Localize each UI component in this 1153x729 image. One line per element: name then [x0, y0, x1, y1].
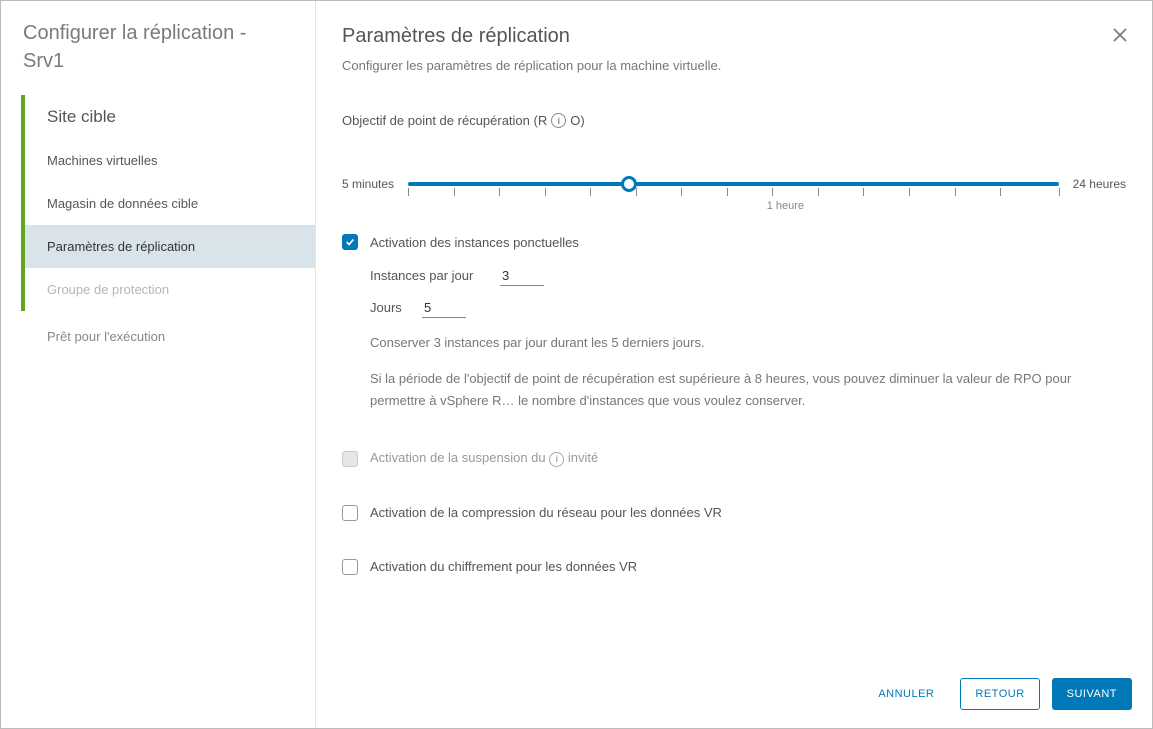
step-site-cible[interactable]: Site cible: [25, 95, 315, 139]
step-pret-execution: Prêt pour l'exécution: [21, 311, 315, 358]
compression-checkbox[interactable]: [342, 505, 358, 521]
os-info-icon: i: [549, 452, 564, 467]
quiesce-label: Activation de la suspension du i invité: [370, 450, 598, 467]
wizard-title: Configurer la réplication - Srv1: [1, 19, 315, 95]
instances-input[interactable]: [500, 266, 544, 286]
compression-row: Activation de la compression du réseau p…: [342, 505, 1126, 521]
slider-max-label: 24 heures: [1073, 177, 1126, 191]
cancel-button[interactable]: ANNULER: [864, 679, 948, 709]
back-button[interactable]: RETOUR: [960, 678, 1039, 710]
rpo-label-text: Objectif de point de récupération (R: [342, 113, 547, 128]
pit-warning: Si la période de l'objectif de point de …: [370, 368, 1126, 412]
days-label: Jours: [370, 300, 402, 315]
wizard-steps: Site cible Machines virtuelles Magasin d…: [21, 95, 315, 311]
days-input[interactable]: [422, 298, 466, 318]
encryption-checkbox[interactable]: [342, 559, 358, 575]
encryption-label: Activation du chiffrement pour les donné…: [370, 559, 637, 574]
next-button[interactable]: SUIVANT: [1052, 678, 1132, 710]
step-magasin-donnees[interactable]: Magasin de données cible: [25, 182, 315, 225]
pit-enable-checkbox[interactable]: [342, 234, 358, 250]
replication-config-dialog: Configurer la réplication - Srv1 Site ci…: [0, 0, 1153, 729]
rpo-slider-row: 5 minutes 1 heure 24 heures: [316, 174, 1152, 194]
info-icon[interactable]: i: [551, 113, 566, 128]
wizard-sidebar: Configurer la réplication - Srv1 Site ci…: [1, 1, 316, 728]
compression-label: Activation de la compression du réseau p…: [370, 505, 722, 520]
slider-value-label: 1 heure: [767, 200, 804, 212]
slider-min-label: 5 minutes: [342, 177, 394, 191]
step-parametres-replication[interactable]: Paramètres de réplication: [25, 225, 315, 268]
instances-per-day-row: Instances par jour: [370, 266, 1126, 286]
days-row: Jours: [370, 298, 1126, 318]
quiesce-label-suffix: invité: [564, 450, 598, 465]
wizard-main: Paramètres de réplication Configurer les…: [316, 1, 1152, 728]
rpo-slider[interactable]: 1 heure: [408, 174, 1059, 194]
page-title: Paramètres de réplication: [342, 25, 1126, 48]
step-machines-virtuelles[interactable]: Machines virtuelles: [25, 139, 315, 182]
pit-enable-row: Activation des instances ponctuelles: [342, 234, 1126, 250]
encryption-row: Activation du chiffrement pour les donné…: [342, 559, 1126, 575]
quiesce-checkbox: [342, 451, 358, 467]
pit-summary: Conserver 3 instances par jour durant le…: [370, 332, 1126, 354]
rpo-label: Objectif de point de récupération (R i O): [316, 113, 1152, 128]
rpo-label-suffix: O): [570, 113, 584, 128]
quiesce-label-prefix: Activation de la suspension du: [370, 450, 549, 465]
page-subtitle: Configurer les paramètres de réplication…: [342, 58, 1126, 73]
slider-thumb[interactable]: [621, 176, 637, 192]
instances-label: Instances par jour: [370, 268, 480, 283]
step-groupe-protection: Groupe de protection: [25, 268, 315, 311]
close-icon[interactable]: [1112, 27, 1130, 45]
wizard-footer: ANNULER RETOUR SUIVANT: [316, 662, 1152, 728]
slider-track: [408, 182, 1059, 186]
quiesce-row: Activation de la suspension du i invité: [342, 450, 1126, 467]
pit-enable-label: Activation des instances ponctuelles: [370, 235, 579, 250]
slider-ticks: [408, 188, 1059, 198]
